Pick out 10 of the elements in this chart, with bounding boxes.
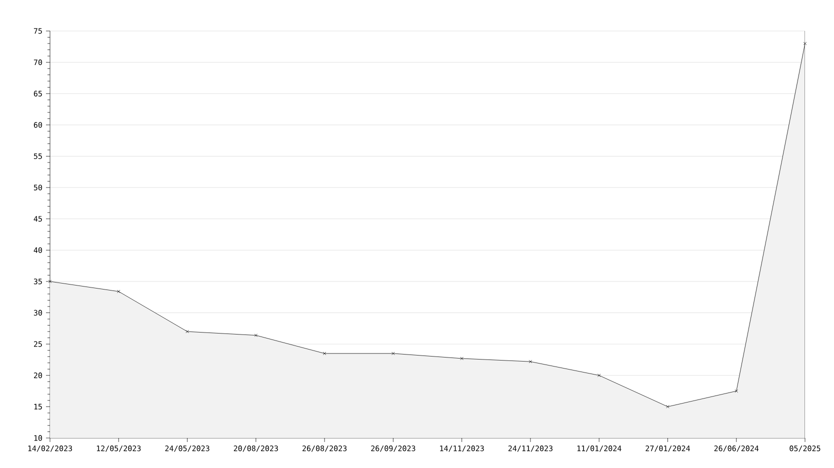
point bbox=[254, 334, 258, 337]
point bbox=[528, 360, 532, 364]
point bbox=[186, 330, 189, 334]
point bbox=[460, 356, 464, 360]
point bbox=[666, 405, 670, 408]
point bbox=[597, 374, 601, 377]
point bbox=[392, 352, 395, 356]
point bbox=[117, 290, 120, 294]
point bbox=[734, 389, 738, 393]
point bbox=[322, 352, 326, 356]
